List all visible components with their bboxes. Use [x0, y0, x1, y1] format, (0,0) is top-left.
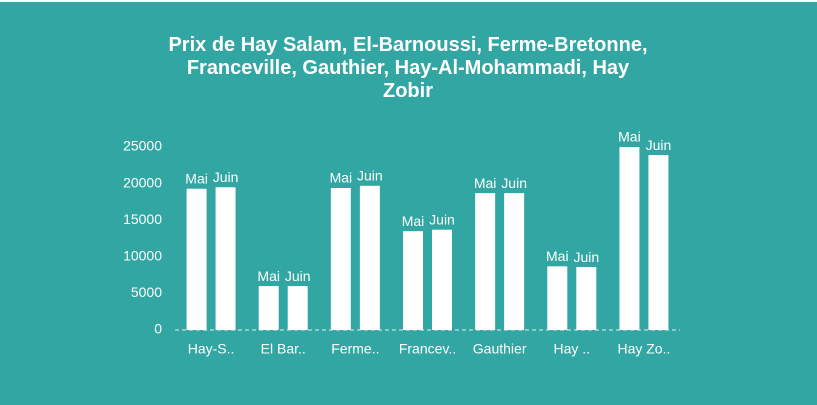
- data-label: Juin: [213, 169, 239, 185]
- x-tick-label: Hay-S..: [188, 341, 235, 357]
- data-label: Juin: [501, 175, 527, 191]
- data-label: Mai: [330, 170, 353, 186]
- chart-title: Prix de Hay Salam, El-Barnoussi, Ferme-B…: [168, 34, 648, 102]
- data-label: Mai: [618, 129, 641, 145]
- bar: [258, 286, 279, 330]
- y-tick-label: 20000: [123, 174, 162, 190]
- bar: [287, 286, 308, 330]
- x-tick-label: Ferme..: [331, 341, 379, 357]
- data-label: Mai: [546, 248, 569, 264]
- bar: [215, 187, 236, 330]
- x-tick-label: El Bar..: [261, 341, 306, 357]
- data-label: Juin: [357, 167, 383, 183]
- data-label: Mai: [185, 170, 208, 186]
- x-tick-label: Hay Zo..: [617, 341, 670, 357]
- bar: [475, 193, 496, 330]
- bar: [186, 188, 207, 330]
- y-tick-label: 25000: [123, 138, 162, 154]
- data-label: Juin: [573, 249, 599, 265]
- bar: [330, 187, 351, 330]
- bar: [648, 155, 669, 330]
- bar: [432, 229, 452, 330]
- bar: [359, 185, 380, 330]
- data-label: Juin: [285, 268, 311, 284]
- data-label: Mai: [402, 213, 425, 229]
- data-label: Juin: [429, 211, 455, 227]
- y-tick-label: 15000: [123, 211, 162, 227]
- data-label: Mai: [474, 175, 497, 191]
- y-tick-label: 0: [154, 321, 162, 337]
- bar: [619, 147, 640, 330]
- y-tick-label: 10000: [123, 248, 162, 264]
- data-label: Juin: [646, 137, 672, 153]
- x-tick-label: Hay ..: [553, 341, 590, 357]
- x-tick-label: Gauthier: [473, 341, 527, 357]
- bar: [403, 231, 423, 330]
- bar: [576, 267, 597, 330]
- y-tick-label: 5000: [131, 284, 162, 300]
- bar: [504, 193, 525, 330]
- bar: [547, 266, 568, 330]
- data-label: Mai: [257, 268, 280, 284]
- x-tick-label: Francev..: [399, 341, 456, 357]
